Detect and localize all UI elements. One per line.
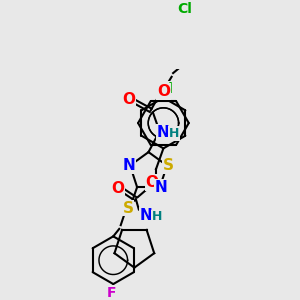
Text: N: N bbox=[122, 158, 135, 173]
Text: N: N bbox=[155, 180, 168, 195]
Text: O: O bbox=[157, 84, 170, 99]
Text: Cl: Cl bbox=[158, 82, 173, 96]
Text: O: O bbox=[112, 181, 124, 196]
Text: N: N bbox=[157, 125, 170, 140]
Text: S: S bbox=[123, 200, 134, 215]
Text: F: F bbox=[107, 286, 116, 300]
Text: S: S bbox=[163, 158, 174, 173]
Text: O: O bbox=[123, 92, 136, 107]
Text: H: H bbox=[169, 127, 179, 140]
Text: H: H bbox=[152, 210, 162, 224]
Text: Cl: Cl bbox=[177, 2, 192, 16]
Text: O: O bbox=[146, 175, 159, 190]
Text: N: N bbox=[140, 208, 153, 223]
